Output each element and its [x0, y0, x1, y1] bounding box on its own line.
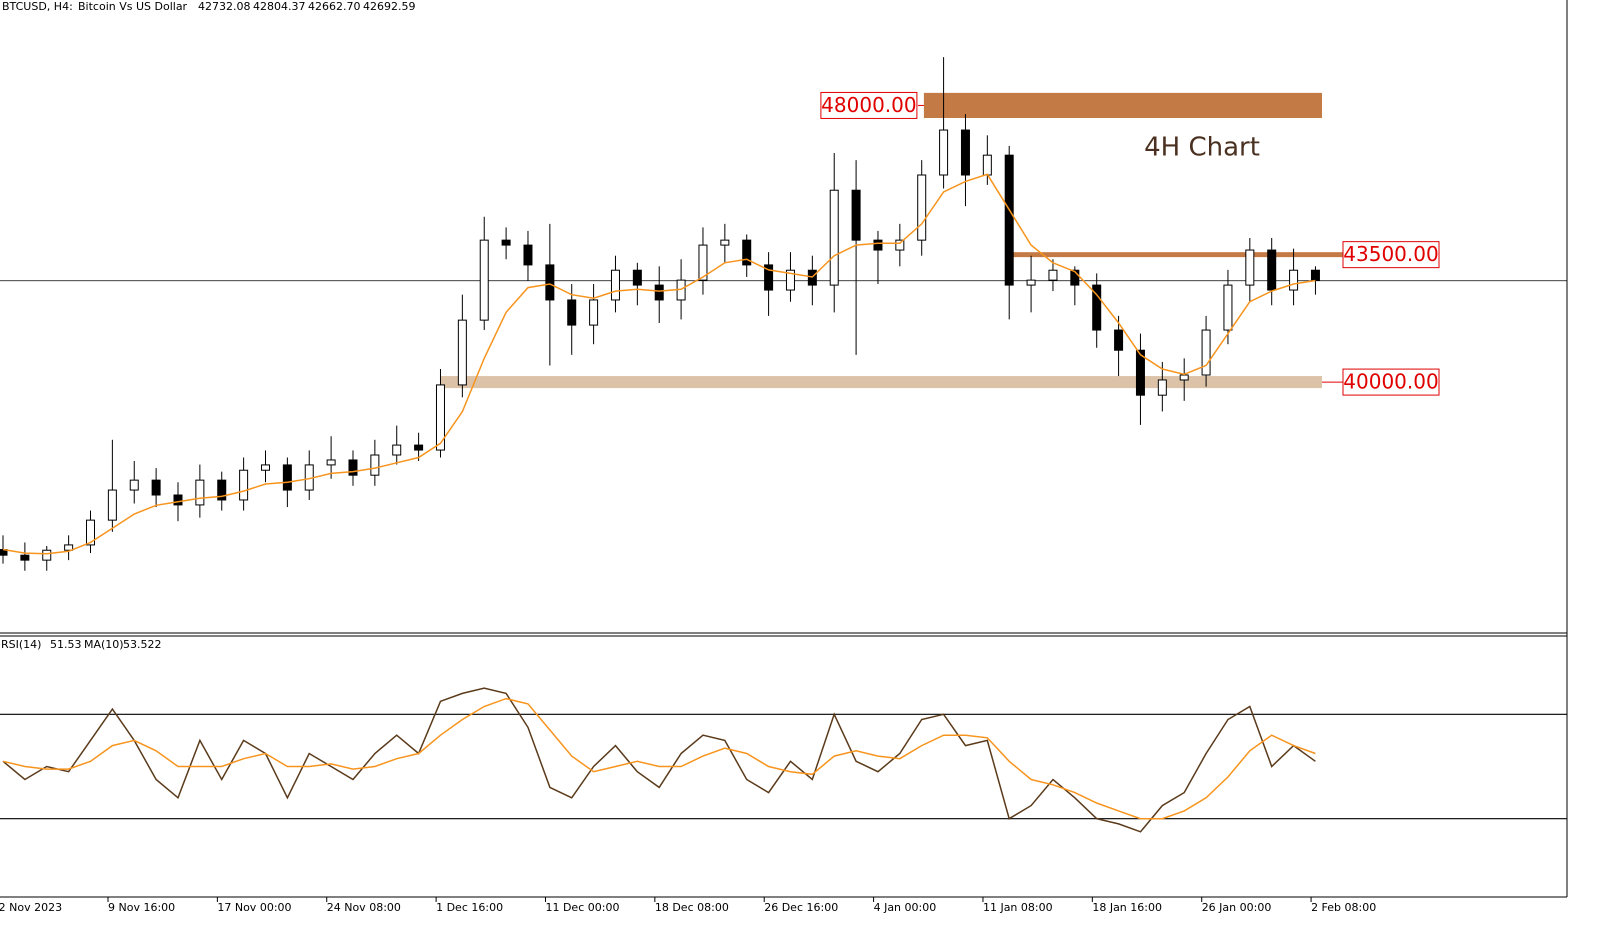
candle-body — [785, 269, 795, 291]
x-tick-label: 26 Dec 16:00 — [764, 901, 838, 914]
x-tick-label: 24 Nov 08:00 — [327, 901, 401, 914]
annotation: 4H Chart — [1144, 133, 1260, 163]
candle-body — [764, 264, 774, 291]
candle-body — [698, 244, 708, 281]
level-label: 43500.00 — [1343, 242, 1438, 266]
candle-body — [917, 174, 927, 241]
candle-body — [851, 189, 861, 241]
x-tick-label: 4 Jan 00:00 — [874, 901, 937, 914]
level-zone — [440, 376, 1323, 389]
candle-body — [479, 239, 489, 321]
x-tick-label: 2 Nov 2023 — [0, 901, 62, 914]
ma-line — [2, 173, 1316, 555]
level-zone — [1009, 252, 1344, 258]
level-zone — [923, 92, 1323, 119]
x-tick-label: 11 Jan 08:00 — [983, 901, 1053, 914]
candle-body — [151, 479, 161, 496]
candle-body — [1289, 269, 1299, 291]
candle-body — [129, 479, 139, 491]
x-tick-label: 17 Nov 00:00 — [217, 901, 291, 914]
candle-body — [654, 284, 664, 301]
rsi-ma-line — [2, 697, 1316, 820]
candle-body — [939, 129, 949, 176]
candle-body — [742, 239, 752, 266]
x-tick-label: 2 Feb 08:00 — [1311, 901, 1376, 914]
candle-body — [1157, 379, 1167, 396]
candle-body — [545, 264, 555, 301]
x-tick-label: 9 Nov 16:00 — [108, 901, 175, 914]
level-label: 48000.00 — [821, 93, 916, 117]
symbol: BTCUSD, H4: — [2, 0, 73, 13]
candle-body — [435, 384, 445, 451]
candle-body — [1092, 284, 1102, 331]
candle-body — [173, 494, 183, 506]
candle-body — [1026, 279, 1036, 286]
description: Bitcoin Vs US Dollar — [78, 0, 188, 13]
level-label-box — [1342, 241, 1440, 269]
candle-body — [414, 444, 424, 451]
candle-body — [370, 454, 380, 476]
quote-value: 42732.08 — [198, 0, 251, 13]
candle-body — [1179, 374, 1189, 381]
candle-body — [895, 239, 905, 251]
candle-body — [348, 459, 358, 476]
candle-body — [523, 244, 533, 266]
candle-body — [282, 464, 292, 491]
candle-body — [42, 549, 52, 561]
candle-body — [720, 239, 730, 246]
candle-body — [567, 299, 577, 326]
x-tick-label: 1 Dec 16:00 — [436, 901, 503, 914]
quote-value: 42662.70 — [308, 0, 361, 13]
candle-body — [457, 319, 467, 386]
candle-body — [1048, 269, 1058, 281]
candle-body — [1004, 154, 1014, 286]
candle-body — [610, 269, 620, 301]
candle-body — [1223, 284, 1233, 331]
candle-body — [1070, 269, 1080, 286]
candle-body — [1114, 329, 1124, 351]
candle-body — [1245, 249, 1255, 286]
candle-body — [873, 239, 883, 251]
candle-body — [260, 464, 270, 471]
rsi-name: RSI(14) — [1, 638, 41, 651]
candle-body — [1310, 269, 1320, 281]
candle-body — [589, 299, 599, 326]
candle-body — [1201, 329, 1211, 376]
candle-body — [217, 479, 227, 501]
x-tick-label: 18 Dec 08:00 — [655, 901, 729, 914]
quote-value: 42804.37 — [253, 0, 306, 13]
rsi-ma-name: MA(10) — [84, 638, 124, 651]
rsi-line — [2, 687, 1316, 833]
candle-body — [195, 479, 205, 506]
candle-body — [982, 154, 992, 176]
level-label: 40000.00 — [1343, 370, 1438, 394]
rsi-ma-last: 53.522 — [123, 638, 162, 651]
x-tick-label: 11 Dec 00:00 — [545, 901, 619, 914]
candle-body — [960, 129, 970, 176]
candle-body — [107, 489, 117, 521]
candle-body — [239, 469, 249, 501]
rsi-last: 51.53 — [50, 638, 82, 651]
candle-body — [1267, 249, 1277, 291]
candle-body — [392, 444, 402, 456]
level-label-box — [1342, 368, 1440, 396]
candle-body — [85, 519, 95, 546]
candle-body — [1135, 349, 1145, 396]
candle-body — [326, 459, 336, 466]
candle-body — [632, 269, 642, 286]
candle-body — [64, 544, 74, 551]
x-tick-label: 18 Jan 16:00 — [1092, 901, 1162, 914]
x-tick-label: 26 Jan 00:00 — [1202, 901, 1272, 914]
level-label-box — [820, 91, 918, 119]
quote-value: 42692.59 — [363, 0, 416, 13]
candle-body — [501, 239, 511, 246]
candle-body — [20, 554, 30, 561]
candle-body — [829, 189, 839, 286]
